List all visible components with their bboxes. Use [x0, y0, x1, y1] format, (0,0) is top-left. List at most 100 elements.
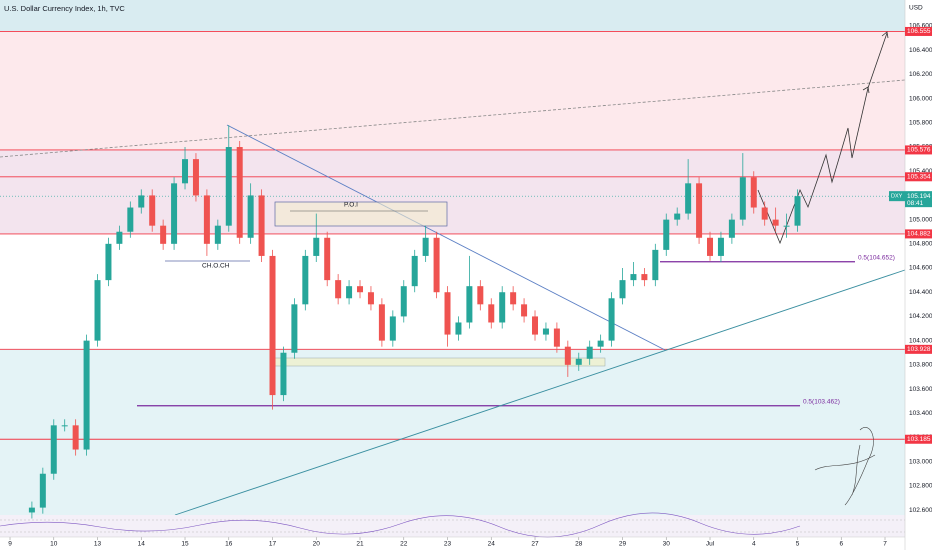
x-tick-label: 5	[796, 541, 800, 548]
candle-body	[50, 425, 57, 474]
zone	[0, 31, 905, 150]
signature	[814, 427, 876, 506]
arrow-head	[862, 86, 870, 94]
y-tick-label: 104.800	[909, 241, 932, 248]
candle-body	[138, 195, 145, 208]
candle-body	[225, 147, 232, 226]
candle-body	[794, 196, 801, 226]
descending-trendline	[226, 124, 666, 351]
zone	[0, 0, 905, 32]
candle-body	[521, 304, 528, 317]
candle-body	[72, 425, 79, 450]
y-tick-label: 104.200	[909, 313, 932, 320]
x-tick-label: 30	[663, 541, 671, 548]
candles	[28, 125, 801, 519]
candle-body	[203, 195, 210, 244]
ascending-trendline	[174, 269, 906, 516]
candle-body	[477, 286, 484, 305]
candle-body	[192, 159, 199, 196]
y-tick-label: 105.000	[909, 216, 932, 223]
y-tick-label: 106.400	[909, 47, 932, 54]
candle-body	[160, 225, 167, 244]
candle-body	[685, 183, 692, 214]
y-tick-label: 102.800	[909, 483, 932, 490]
y-tick-label: 104.400	[909, 289, 932, 296]
candle-body	[542, 328, 549, 335]
candle-body	[258, 195, 265, 256]
annotation: CH.O.CH	[202, 263, 230, 270]
level-tag	[905, 344, 932, 354]
candle-body	[455, 322, 462, 335]
candle-body	[149, 195, 156, 226]
candle-body	[389, 316, 396, 341]
level-tag	[905, 434, 932, 444]
candle-body	[510, 292, 517, 305]
x-tick-label: 28	[575, 541, 583, 548]
candle-body	[247, 195, 254, 238]
candle-body	[313, 237, 320, 256]
level-tag	[905, 145, 932, 155]
symbol-label: DXY	[891, 194, 903, 200]
x-tick-label: 20	[313, 541, 321, 548]
symbol-tag	[889, 191, 905, 202]
x-tick-label: 9	[8, 541, 12, 548]
candle-body	[236, 147, 243, 238]
x-tick-label: 16	[225, 541, 233, 548]
candle-body	[61, 425, 68, 427]
candle-body	[94, 280, 101, 341]
y-tick-label: 102.600	[909, 507, 932, 514]
countdown: 08:41	[907, 200, 924, 207]
candle-body	[652, 249, 659, 281]
candle-body	[280, 352, 287, 396]
candle-body	[696, 183, 703, 238]
projection-path	[757, 32, 888, 245]
y-tick-label: 106.000	[909, 95, 932, 102]
candle-body	[367, 292, 374, 305]
candle-body	[28, 507, 35, 513]
y-tick-label: 103.000	[909, 458, 932, 465]
candle-body	[488, 304, 495, 323]
zone	[0, 176, 905, 234]
candle-body	[302, 255, 309, 305]
x-tick-label: 29	[619, 541, 627, 548]
dashed-trendline	[0, 79, 906, 158]
candle-body	[499, 292, 506, 323]
candle-body	[728, 219, 735, 238]
y-tick-label: 106.600	[909, 23, 932, 30]
candle-body	[335, 280, 342, 299]
level-label: 103.185	[907, 436, 931, 443]
y-tick-label: 103.400	[909, 410, 932, 417]
candle-body	[378, 304, 385, 341]
candle-body	[619, 280, 626, 299]
candle-body	[597, 340, 604, 347]
rsi-panel	[0, 515, 905, 537]
candle-body	[707, 237, 714, 256]
price-axis	[905, 0, 932, 550]
x-tick-label: 24	[488, 541, 496, 548]
level-label: 105.576	[907, 147, 931, 154]
x-tick-label: 23	[444, 541, 452, 548]
candle-body	[630, 274, 637, 281]
level-tag	[905, 229, 932, 239]
level-tag	[905, 172, 932, 182]
candle-body	[83, 340, 90, 450]
level-label: 105.354	[907, 174, 931, 181]
candle-body	[291, 304, 298, 353]
level-label: 103.928	[907, 346, 931, 353]
candle-body	[182, 159, 189, 184]
candle-body	[346, 286, 353, 299]
level-label: 104.882	[907, 231, 931, 238]
y-tick-label: 105.800	[909, 120, 932, 127]
candle-body	[127, 207, 134, 232]
y-tick-label: 103.800	[909, 362, 932, 369]
candle-body	[357, 286, 364, 293]
fib-label: 0.5(103.462)	[803, 398, 840, 405]
candle-body	[608, 298, 615, 341]
zones	[0, 0, 905, 515]
x-tick-label: 22	[400, 541, 408, 548]
arrow-head	[881, 31, 889, 39]
candle-body	[214, 225, 221, 244]
candle-body	[641, 274, 648, 281]
